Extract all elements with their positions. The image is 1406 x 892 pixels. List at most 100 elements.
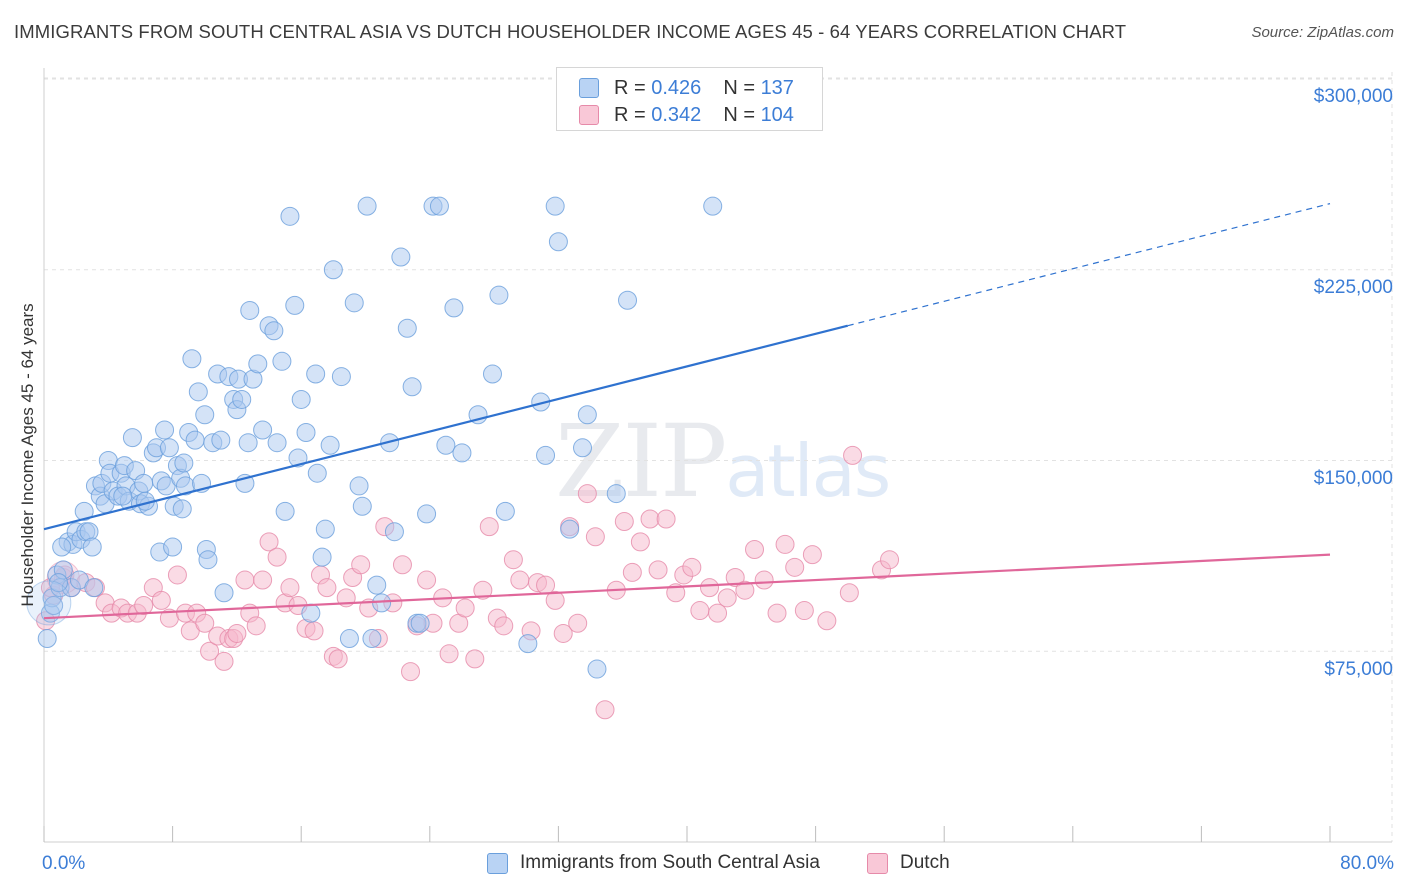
dutch-point [785,557,805,577]
south-central-asia-point [275,501,295,521]
bottom-legend-label-blue: Immigrants from South Central Asia [520,852,820,873]
south-central-asia-point [272,351,292,371]
south-central-asia-point [288,448,308,468]
dutch-point [775,534,795,554]
dutch-point [503,550,523,570]
dutch-point [648,560,668,580]
south-central-asia-point [240,300,260,320]
legend-n-label: N = [723,76,755,99]
dutch-point [568,613,588,633]
bottom-legend-label-pink: Dutch [900,852,950,873]
south-central-asia-point [84,578,104,598]
legend-swatch-blue [579,78,599,98]
south-central-asia-point [52,537,72,557]
south-central-asia-point [703,196,723,216]
correlation-legend: R = 0.426 N = 137 R = 0.342 N = 104 [556,67,823,131]
dutch-points [36,445,900,720]
south-central-asia-point [339,629,359,649]
dutch-point [745,540,765,560]
south-central-asia-point [452,443,472,463]
south-central-asia-point [174,453,194,473]
south-central-asia-point [188,382,208,402]
south-central-asia-points [26,196,723,679]
south-central-asia-point [482,364,502,384]
south-central-asia-point [267,433,287,453]
pink-trendline [43,553,1331,620]
south-central-asia-point [211,430,231,450]
dutch-point [214,651,234,671]
legend-row-pink: R = 0.342 N = 104 [579,102,794,128]
south-central-asia-point [344,293,364,313]
south-central-asia-point [306,364,326,384]
south-central-asia-point [587,659,607,679]
legend-r-label: R = [614,103,646,126]
south-central-asia-point [301,603,321,623]
south-central-asia-point [397,318,417,338]
dutch-point [401,662,421,682]
dutch-point [473,580,493,600]
trendlines [43,203,1331,620]
dutch-point [200,641,220,661]
dutch-point [465,649,485,669]
dutch-point [595,700,615,720]
dutch-point [304,621,324,641]
dutch-point [151,590,171,610]
south-central-asia-point [417,504,437,524]
y-tick-75000: $75,000 [1324,659,1393,680]
south-central-asia-point [323,260,343,280]
dutch-point [700,578,720,598]
south-central-asia-point [444,298,464,318]
south-central-asia-point [44,595,64,615]
south-central-asia-point [402,377,422,397]
south-central-asia-point [352,496,372,516]
dutch-point [553,623,573,643]
south-central-asia-point [285,295,305,315]
dutch-point [134,595,154,615]
dutch-point [630,532,650,552]
legend-r-label: R = [614,76,646,99]
legend-n-blue: 137 [760,76,794,99]
south-central-asia-point [384,522,404,542]
south-central-asia-point [372,593,392,613]
south-central-asia-point [429,196,449,216]
south-central-asia-point [198,550,218,570]
y-tick-300000: $300,000 [1313,86,1393,107]
bottom-legend-swatch-blue [487,852,508,874]
dutch-point [317,578,337,598]
legend-n-label: N = [723,103,755,126]
dutch-point [802,545,822,565]
south-central-asia-point [159,438,179,458]
dutch-point [843,445,863,465]
dutch-point [439,644,459,664]
chart-title: IMMIGRANTS FROM SOUTH CENTRAL ASIA VS DU… [14,21,1127,42]
dutch-point [246,616,266,636]
legend-row-blue: R = 0.426 N = 137 [579,75,794,101]
dutch-point [235,570,255,590]
dutch-point [614,512,634,532]
south-central-asia-point [248,354,268,374]
south-central-asia-point [495,501,515,521]
dutch-point [817,611,837,631]
south-central-asia-point [536,445,556,465]
south-central-asia-point [291,389,311,409]
south-central-asia-point [573,438,593,458]
dutch-point [735,580,755,600]
dutch-point [253,570,273,590]
bottom-legend-pink[interactable]: Dutch [867,852,950,874]
gridlines [44,72,1393,842]
south-central-asia-point [122,428,142,448]
dutch-point [351,555,371,575]
dutch-point [880,550,900,570]
south-central-asia-point [307,463,327,483]
source-credit[interactable]: Source: ZipAtlas.com [1251,24,1394,41]
dutch-point [725,567,745,587]
dutch-point [167,565,187,585]
south-central-asia-point [37,629,57,649]
dutch-point [536,575,556,595]
south-central-asia-point [331,367,351,387]
dutch-point [640,509,660,529]
bottom-legend-blue[interactable]: Immigrants from South Central Asia [487,852,820,874]
south-central-asia-point [618,290,638,310]
south-central-asia-point [185,430,205,450]
south-central-asia-point [232,389,252,409]
